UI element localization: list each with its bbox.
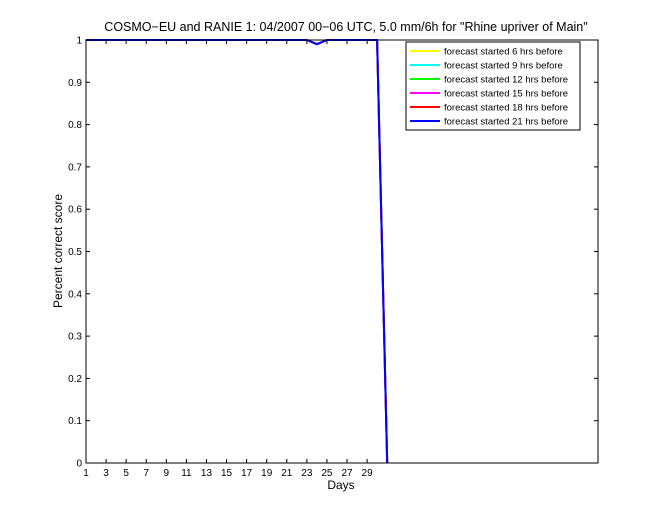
y-tick-label: 0.8 xyxy=(68,120,82,131)
legend-label: forecast started 6 hrs before xyxy=(444,47,563,58)
y-tick-label: 0.5 xyxy=(68,247,82,258)
legend-label: forecast started 12 hrs before xyxy=(444,75,568,86)
x-axis: 1 3 5 7 9 11 13 15 17 19 21 23 25 27 29 xyxy=(83,40,373,479)
y-tick-label: 0.2 xyxy=(68,374,82,385)
x-tick-label: 29 xyxy=(362,468,374,479)
y-axis-label: Percent correct score xyxy=(51,194,65,308)
x-tick-label: 5 xyxy=(123,468,129,479)
x-tick-label: 9 xyxy=(164,468,170,479)
y-tick-label: 0.3 xyxy=(68,332,82,343)
series-line-6 xyxy=(86,39,389,464)
series-line-5 xyxy=(86,39,389,464)
y-axis: 0 0.1 0.2 0.3 0.4 0.5 0.6 0.7 0.8 0.9 1 xyxy=(68,36,598,470)
x-tick-label: 11 xyxy=(181,468,192,479)
y-tick-label: 0.4 xyxy=(68,289,82,300)
y-tick-label: 0 xyxy=(76,459,82,470)
x-tick-label: 3 xyxy=(103,468,109,479)
x-tick-label: 21 xyxy=(281,468,293,479)
y-tick-label: 1 xyxy=(76,36,82,47)
series-line-1 xyxy=(86,39,389,464)
chart-title: COSMO−EU and RANIE 1: 04/2007 00−06 UTC,… xyxy=(104,20,587,34)
x-axis-label: Days xyxy=(327,478,354,492)
x-tick-label: 7 xyxy=(143,468,149,479)
y-tick-label: 0.9 xyxy=(68,78,82,89)
legend-label: forecast started 15 hrs before xyxy=(444,89,568,100)
legend-box xyxy=(405,41,581,131)
series-line-2 xyxy=(86,39,389,464)
x-tick-label: 13 xyxy=(201,468,213,479)
legend-label: forecast started 9 hrs before xyxy=(444,61,563,72)
series-layer xyxy=(86,39,389,464)
legend-label: forecast started 21 hrs before xyxy=(444,117,568,128)
y-tick-label: 0.7 xyxy=(68,162,82,173)
x-tick-label: 25 xyxy=(321,468,333,479)
x-tick-label: 23 xyxy=(301,468,313,479)
y-tick-label: 0.6 xyxy=(68,205,82,216)
x-tick-label: 19 xyxy=(261,468,273,479)
y-tick-label: 0.1 xyxy=(68,416,82,427)
x-tick-label: 27 xyxy=(341,468,353,479)
x-tick-label: 1 xyxy=(83,468,89,479)
legend: forecast started 6 hrs before forecast st… xyxy=(405,41,581,131)
x-tick-label: 15 xyxy=(221,468,233,479)
x-tick-label: 17 xyxy=(241,468,253,479)
series-line-3 xyxy=(86,39,389,464)
legend-label: forecast started 18 hrs before xyxy=(444,103,568,114)
series-line-4 xyxy=(86,39,389,464)
